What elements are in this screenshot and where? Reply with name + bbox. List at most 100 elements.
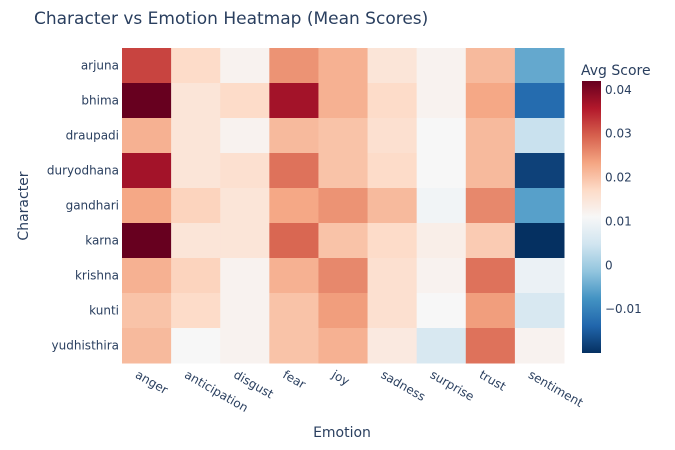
heatmap-cell-gandhari-disgust (220, 188, 270, 224)
colorbar-tick-1: 0 (605, 258, 613, 272)
heatmap-cell-arjuna-fear (269, 48, 319, 84)
heatmap-cell-krishna-surprise (416, 258, 467, 294)
x-tick-fear: fear (280, 367, 308, 391)
heatmap-cell-bhima-fear (269, 83, 319, 119)
x-tick-surprise: surprise (428, 367, 477, 403)
heatmap-cell-draupadi-anticipation (171, 118, 221, 154)
heatmap-cell-kunti-surprise (416, 293, 467, 329)
heatmap-cell-krishna-disgust (220, 258, 270, 294)
heatmap-cell-krishna-anticipation (171, 258, 221, 294)
heatmap-cell-kunti-sentiment (514, 293, 565, 329)
heatmap-cell-bhima-anticipation (171, 83, 221, 119)
y-tick-draupadi: draupadi (66, 129, 119, 143)
heatmap-cell-bhima-surprise (416, 83, 467, 119)
heatmap-cell-draupadi-sadness (367, 118, 418, 154)
y-axis-title: Character (16, 171, 32, 240)
heatmap-cell-karna-sentiment (514, 223, 565, 259)
x-tick-sadness: sadness (379, 367, 428, 403)
heatmap-cell-draupadi-sentiment (514, 118, 565, 154)
y-tick-labels: arjuna bhima draupadi duryodhana gandhari kar… (47, 59, 119, 353)
heatmap-cell-yudhisthira-trust (465, 328, 516, 364)
heatmap-cell-gandhari-anticipation (171, 188, 221, 224)
heatmap-cell-draupadi-disgust (220, 118, 270, 154)
heatmap-cell-draupadi-surprise (416, 118, 467, 154)
heatmap-cell-yudhisthira-fear (269, 328, 319, 364)
x-tick-joy: joy (329, 367, 352, 389)
heatmap-cell-kunti-sadness (367, 293, 418, 329)
heatmap-cell-yudhisthira-sadness (367, 328, 418, 364)
heatmap-cell-arjuna-joy (318, 48, 369, 84)
y-tick-yudhisthira: yudhisthira (52, 339, 119, 353)
heatmap-cell-bhima-joy (318, 83, 369, 119)
y-tick-arjuna: arjuna (81, 59, 119, 73)
heatmap-cell-karna-trust (465, 223, 516, 259)
heatmap-cell-karna-fear (269, 223, 319, 259)
heatmap-cell-krishna-anger (122, 258, 172, 294)
x-axis-title: Emotion (313, 425, 371, 441)
y-tick-kunti: kunti (89, 304, 119, 318)
colorbar-tick-3: 0.02 (605, 171, 632, 185)
heatmap-cell-draupadi-joy (318, 118, 369, 154)
heatmap-cell-krishna-fear (269, 258, 319, 294)
heatmap-cell-duryodhana-trust (465, 153, 516, 189)
x-tick-trust: trust (477, 367, 509, 393)
heatmap-cell-yudhisthira-surprise (416, 328, 467, 364)
heatmap-cell-gandhari-surprise (416, 188, 467, 224)
x-tick-anger: anger (133, 367, 170, 397)
heatmap-cell-yudhisthira-anger (122, 328, 172, 364)
x-tick-sentiment: sentiment (526, 367, 586, 410)
heatmap-cell-karna-anticipation (171, 223, 221, 259)
heatmap-cell-yudhisthira-sentiment (514, 328, 565, 364)
heatmap-cell-draupadi-anger (122, 118, 172, 154)
heatmap-cell-kunti-anticipation (171, 293, 221, 329)
heatmap-cell-duryodhana-joy (318, 153, 369, 189)
colorbar-tick-2: 0.01 (605, 214, 632, 228)
heatmap-cell-arjuna-anticipation (171, 48, 221, 84)
heatmap-cell-draupadi-trust (465, 118, 516, 154)
heatmap-cell-karna-anger (122, 223, 172, 259)
heatmap-cell-arjuna-surprise (416, 48, 467, 84)
colorbar-tick-5: 0.04 (605, 83, 632, 97)
heatmap-cell-arjuna-sentiment (514, 48, 565, 84)
heatmap-cell-gandhari-joy (318, 188, 369, 224)
heatmap-cell-bhima-anger (122, 83, 172, 119)
colorbar-tick-0: −0.01 (605, 302, 642, 316)
heatmap-cell-krishna-sadness (367, 258, 418, 294)
y-tick-duryodhana: duryodhana (47, 164, 119, 178)
heatmap-cell-duryodhana-anger (122, 153, 172, 189)
heatmap-cell-duryodhana-disgust (220, 153, 270, 189)
heatmap-cell-karna-disgust (220, 223, 270, 259)
heatmap-cell-gandhari-sadness (367, 188, 418, 224)
colorbar-tick-4: 0.03 (605, 127, 632, 141)
heatmap-cell-arjuna-trust (465, 48, 516, 84)
chart-title: Character vs Emotion Heatmap (Mean Score… (34, 9, 428, 29)
colorbar-title: Avg Score (581, 63, 651, 79)
heatmap-cell-gandhari-anger (122, 188, 172, 224)
heatmap-cell-bhima-sentiment (514, 83, 565, 119)
heatmap-cell-gandhari-sentiment (514, 188, 565, 224)
heatmap-cell-bhima-sadness (367, 83, 418, 119)
heatmap-cell-kunti-joy (318, 293, 369, 329)
y-tick-bhima: bhima (81, 94, 119, 108)
y-tick-karna: karna (85, 234, 119, 248)
heatmap-cell-draupadi-fear (269, 118, 319, 154)
heatmap-cell-gandhari-fear (269, 188, 319, 224)
heatmap-cell-yudhisthira-anticipation (171, 328, 221, 364)
colorbar-gradient (582, 81, 601, 353)
heatmap-cell-krishna-sentiment (514, 258, 565, 294)
heatmap-cell-duryodhana-surprise (416, 153, 467, 189)
heatmap-cell-kunti-anger (122, 293, 172, 329)
heatmap-cell-duryodhana-sentiment (514, 153, 565, 189)
heatmap-cell-yudhisthira-disgust (220, 328, 270, 364)
heatmap-cell-kunti-fear (269, 293, 319, 329)
heatmap-cell-duryodhana-fear (269, 153, 319, 189)
heatmap-cell-gandhari-trust (465, 188, 516, 224)
heatmap-cell-kunti-trust (465, 293, 516, 329)
heatmap-cell-kunti-disgust (220, 293, 270, 329)
heatmap-cell-yudhisthira-joy (318, 328, 369, 364)
colorbar-ticks: −0.01 0 0.01 0.02 0.03 0.04 (605, 83, 642, 316)
heatmap-cell-karna-joy (318, 223, 369, 259)
heatmap-cell-karna-surprise (416, 223, 467, 259)
